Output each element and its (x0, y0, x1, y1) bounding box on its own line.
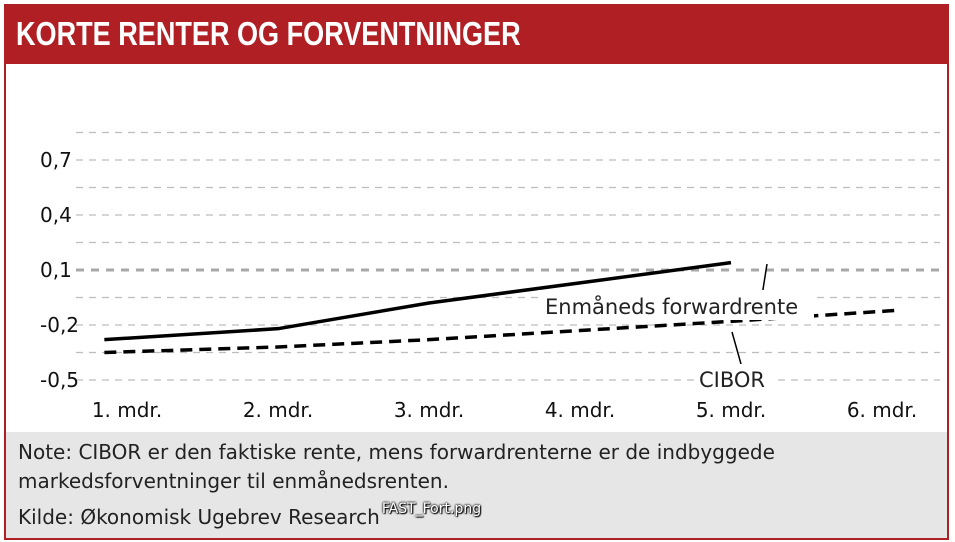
filename-label: FAST_Fort.png (381, 501, 482, 517)
footer: Note: CIBOR er den faktiske rente, mens … (6, 432, 947, 538)
grid-lines (76, 131, 940, 381)
chart-title: KORTE RENTER OG FORVENTNINGER (16, 15, 521, 52)
forward-rate-line (104, 260, 732, 342)
footnote: Note: CIBOR er den faktiske rente, mens … (18, 440, 775, 493)
x-tick-label: 1. mdr. (92, 398, 162, 422)
line-chart: 0,7 0,4 0,1 -0,2 -0,5 1. mdr. 2. mdr. 3. mdr. 4… (40, 131, 940, 422)
forward-rate-label-bg (538, 290, 814, 320)
x-tick-label: 6. mdr. (847, 398, 917, 422)
x-tick-label: 4. mdr. (545, 398, 615, 422)
chart-card: KORTE RENTER OG FORVENTNINGER 0,7 0,4 0,1 -… (4, 4, 949, 540)
cibor-label-bg (694, 364, 778, 392)
cibor-label: CIBOR (699, 368, 765, 392)
y-axis-ticks: 0,7 0,4 0,1 -0,2 -0,5 (40, 148, 79, 392)
source-text: Kilde: Økonomisk Ugebrev Research (18, 505, 380, 529)
y-tick-label: -0,2 (40, 313, 79, 337)
forward-rate-label: Enmåneds forwardrente (545, 294, 798, 319)
x-axis-ticks: 1. mdr. 2. mdr. 3. mdr. 4. mdr. 5. mdr. 6. md… (92, 398, 917, 422)
x-tick-label: 3. mdr. (394, 398, 464, 422)
series-labels: Enmåneds forwardrente CIBOR (538, 263, 814, 392)
y-tick-label: 0,4 (40, 203, 72, 227)
x-tick-label: 5. mdr. (696, 398, 766, 422)
x-tick-label: 2. mdr. (243, 398, 313, 422)
y-tick-label: -0,5 (40, 368, 79, 392)
y-tick-label: 0,1 (40, 258, 72, 282)
cibor-leader-line (731, 331, 742, 365)
y-tick-label: 0,7 (40, 148, 72, 172)
source-line: Kilde: Økonomisk Ugebrev Research FAST_Fo… (18, 501, 937, 532)
header-bar: KORTE RENTER OG FORVENTNINGER (6, 4, 947, 64)
